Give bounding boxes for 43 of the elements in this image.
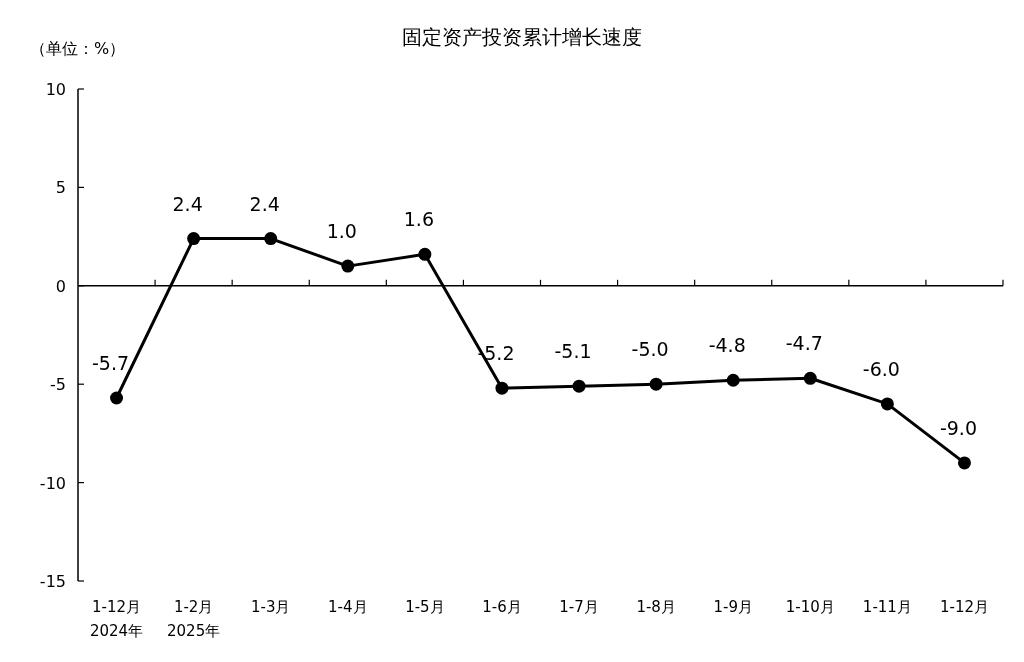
point [418,247,432,261]
x-tick-label: 1-11月 [862,598,912,616]
data-label: -4.8 [708,334,746,357]
data-label: -9.0 [939,416,977,439]
x-tick-label: 1-12月 2024年 [89,598,144,640]
data-label: 2.4 [172,192,203,215]
x-tick-label: 1-3月 [250,598,291,616]
data-label: -5.1 [554,340,592,363]
x-tick-label: 1-12月 [939,598,989,616]
x-tick-label: 1-7月 [559,598,599,616]
data-label: -6.0 [862,357,900,380]
point [880,397,894,411]
point [957,456,971,470]
point [495,381,509,395]
point [264,232,278,246]
point [803,371,817,385]
x-tick-label: 1-2月 2025年 [167,598,221,640]
data-label: 1.0 [326,220,357,243]
y-tick-label: -5 [50,375,66,395]
data-label: 2.4 [249,192,280,215]
y-tick-label: 5 [55,178,66,198]
data-label: -5.7 [92,351,130,374]
x-tick-label: 1-8月 [636,598,676,616]
point [110,391,124,405]
point [726,373,740,387]
point [572,379,586,393]
chart-title: 固定资产投资累计增长速度 [402,25,642,49]
x-tick-label: 1-5月 [405,598,445,616]
y-tick-label: -15 [39,572,66,591]
data-label: -5.0 [631,338,669,361]
x-tick-label: 1-4月 [328,598,368,616]
data-label: 1.6 [403,208,434,231]
x-tick-label: 1-9月 [713,598,753,616]
x-tick-label: 1-10月 [785,598,835,616]
y-tick-label: -10 [39,473,66,493]
y-tick-label: 0 [55,276,66,296]
data-label: -4.7 [785,332,823,355]
text: （单位：%） [30,39,126,58]
x-tick-label: 1-6月 [482,598,522,616]
y-tick-label: 10 [45,80,66,99]
point [341,259,355,273]
point [187,232,201,246]
point [649,377,663,391]
